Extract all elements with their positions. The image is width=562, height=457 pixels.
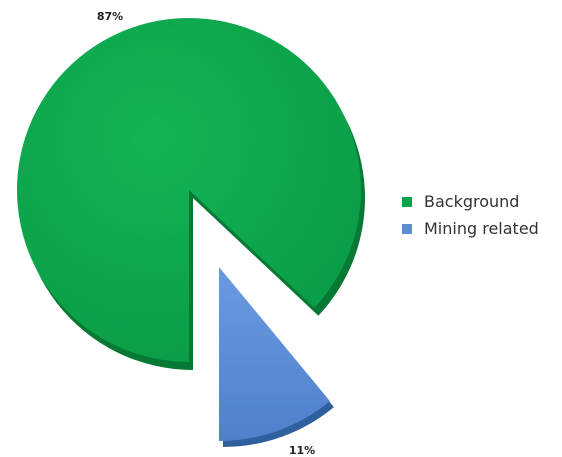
legend-label-mining-related: Mining related [424,219,539,238]
data-label-mining-related: 11% [289,444,315,457]
legend-item-background: Background [402,188,539,215]
data-label-background: 87% [97,10,123,23]
slice-mining-related [219,267,330,441]
legend-item-mining-related: Mining related [402,215,539,242]
legend-label-background: Background [424,192,520,211]
legend-swatch-background [402,196,412,207]
slice-background [16,18,361,363]
legend-swatch-mining-related [402,223,412,234]
legend: Background Mining related [402,188,539,242]
